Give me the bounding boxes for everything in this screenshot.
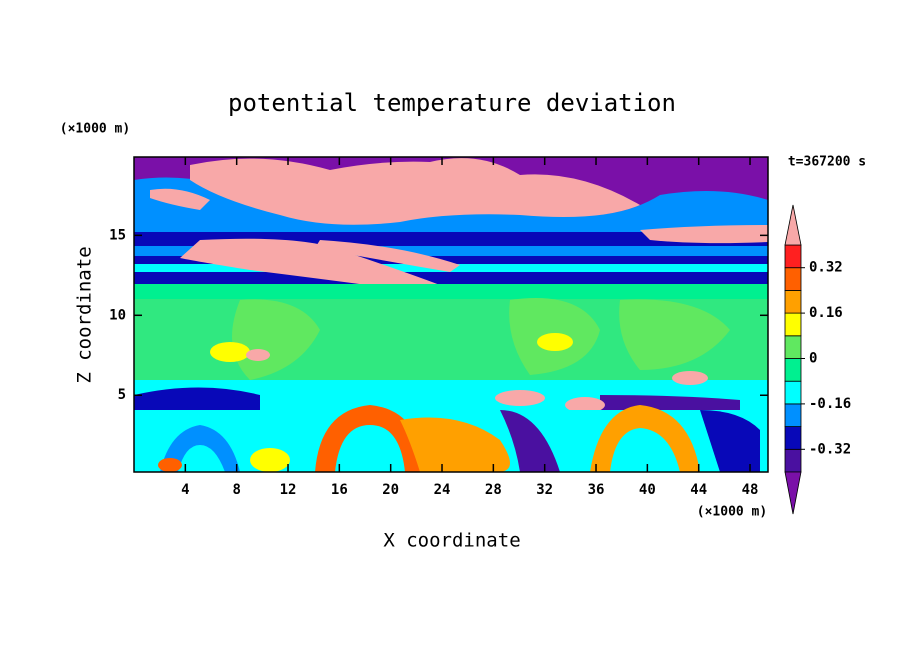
colorbar-tick-label: 0.32: [809, 260, 843, 276]
colorbar-box: [784, 312, 802, 337]
colorbar-box: [784, 380, 802, 405]
y-tick-label: 5: [118, 387, 126, 403]
x-tick-label: 12: [280, 482, 297, 498]
x-tick-label: 20: [382, 482, 399, 498]
x-tick-label: 4: [181, 482, 189, 498]
colorbar-box: [784, 335, 802, 359]
colorbar-box: [784, 244, 802, 269]
x-tick-label: 36: [588, 482, 605, 498]
x-axis-label: X coordinate: [383, 530, 520, 552]
x-tick-label: 28: [485, 482, 502, 498]
colorbar-box: [784, 426, 802, 450]
y-axis-label: Z coordinate: [74, 246, 96, 383]
x-tick-label: 24: [434, 482, 451, 498]
colorbar-under: [784, 471, 802, 515]
colorbar-box: [784, 403, 802, 427]
x-unit: (×1000 m): [697, 505, 767, 520]
x-tick-label: 8: [232, 482, 240, 498]
colorbar-tick-label: 0: [809, 351, 817, 367]
y-tick-label: 15: [109, 227, 126, 243]
time-annotation: t=367200 s: [788, 155, 866, 170]
x-tick-label: 48: [742, 482, 759, 498]
colorbar-box: [784, 448, 802, 473]
colorbar-box: [784, 358, 802, 382]
colorbar-over: [784, 204, 802, 246]
colorbar-box: [784, 289, 802, 314]
colorbar-tick-label: 0.16: [809, 305, 843, 321]
x-tick-label: 44: [690, 482, 707, 498]
chart-title: potential temperature deviation: [228, 89, 676, 117]
contour-field: [134, 157, 768, 472]
y-tick-label: 10: [109, 307, 126, 323]
x-tick-label: 16: [331, 482, 348, 498]
plot-frame: [133, 156, 769, 473]
x-tick-label: 40: [639, 482, 656, 498]
colorbar-tick-label: -0.16: [809, 396, 851, 412]
x-tick-label: 32: [536, 482, 553, 498]
y-unit: (×1000 m): [60, 122, 130, 137]
colorbar-tick-label: -0.32: [809, 441, 851, 457]
colorbar-box: [784, 267, 802, 291]
